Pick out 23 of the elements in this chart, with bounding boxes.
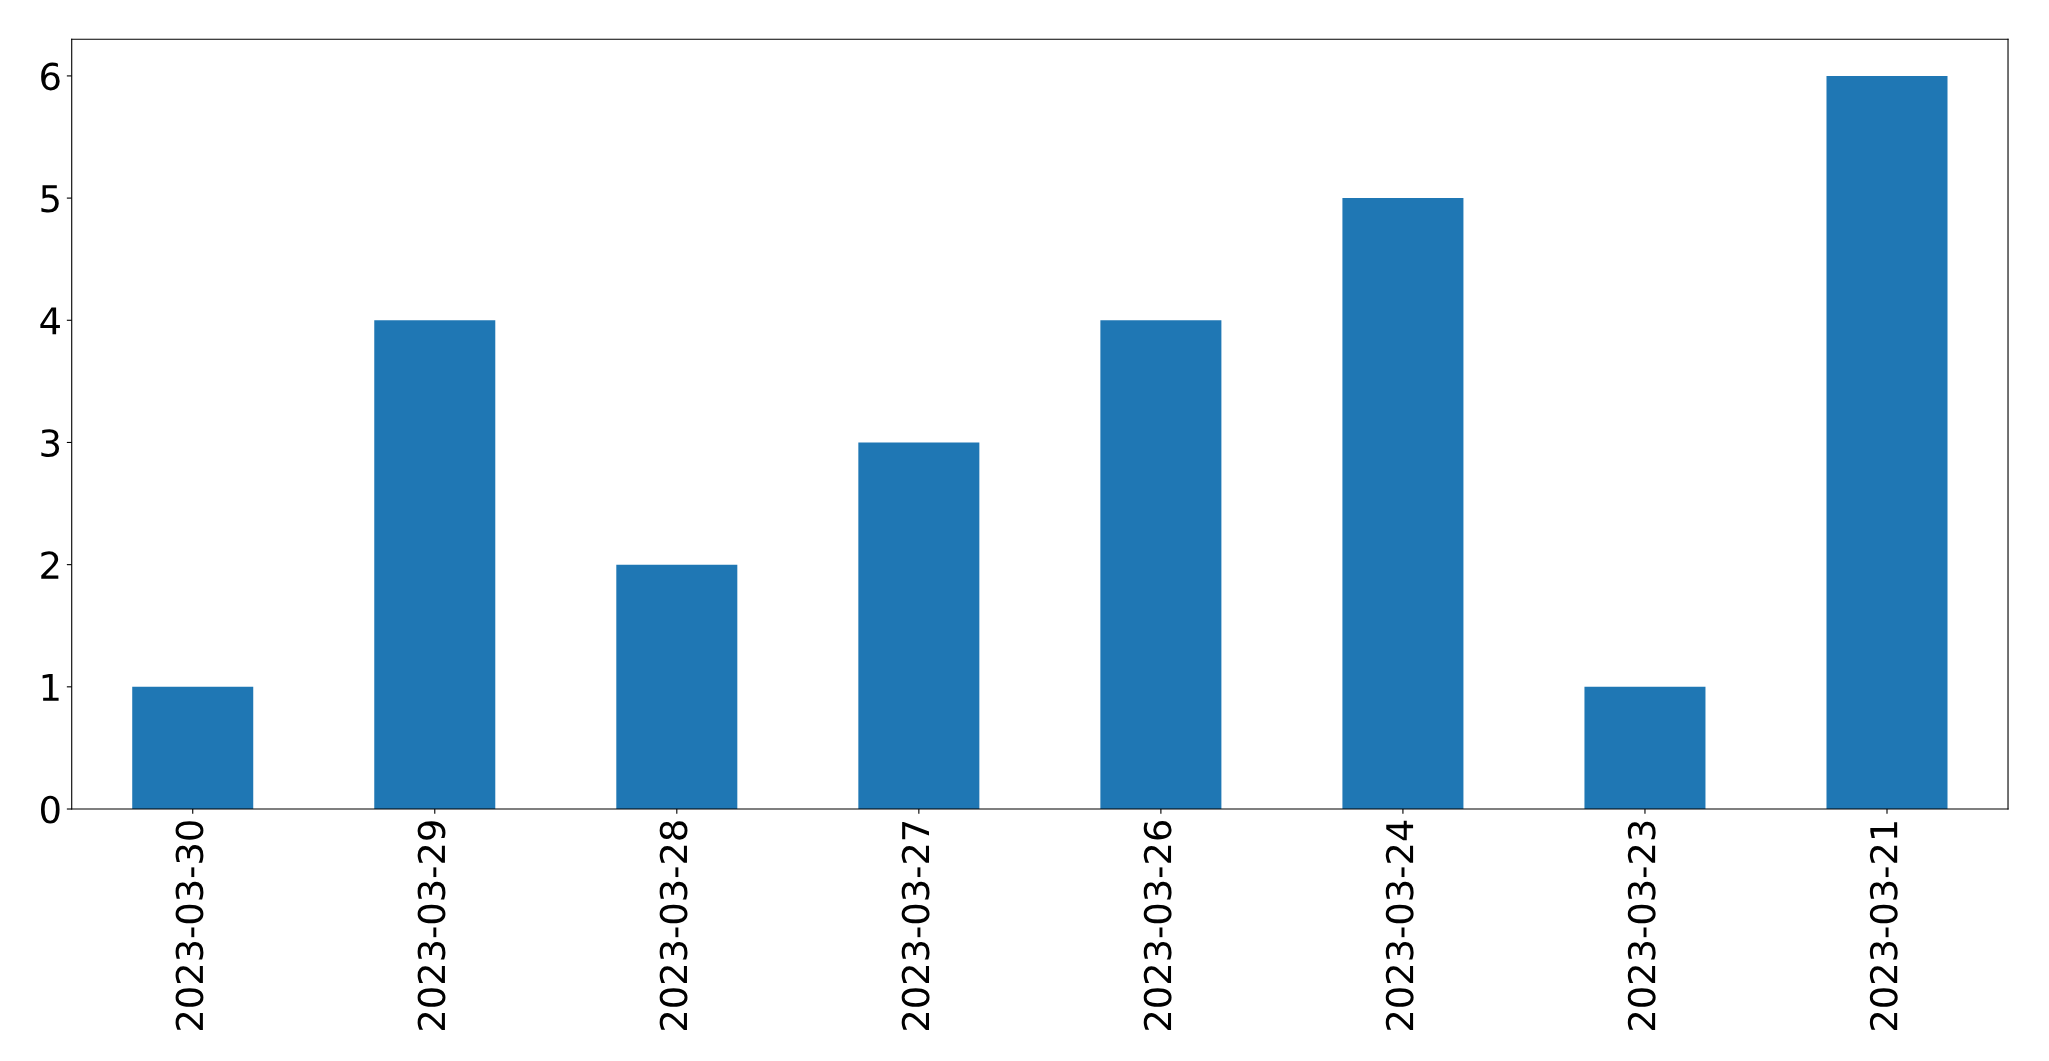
bar: [1584, 686, 1706, 810]
x-tick-label: 2023-03-28: [659, 821, 688, 1030]
bar: [1342, 198, 1464, 810]
y-tick-label: 4: [40, 307, 60, 335]
bar: [616, 564, 738, 810]
bar: [1826, 75, 1948, 810]
y-tick-label: 0: [41, 795, 60, 824]
bar: [374, 320, 496, 810]
x-tick-label: 2023-03-29: [417, 821, 446, 1030]
x-tick-label: 2023-03-30: [175, 821, 204, 1030]
x-tick-label: 2023-03-24: [1385, 820, 1414, 1030]
y-tick-label: 1: [42, 673, 59, 701]
bar: [858, 442, 980, 810]
bar: [132, 686, 254, 810]
y-tick-label: 2: [41, 551, 59, 579]
x-tick-label: 2023-03-27: [901, 821, 930, 1030]
bar: [1100, 320, 1222, 810]
y-tick-label: 5: [41, 185, 59, 213]
x-tick-label: 2023-03-26: [1143, 821, 1172, 1030]
x-tick-label: 2023-03-21: [1869, 822, 1898, 1030]
y-tick-label: 3: [41, 429, 60, 457]
y-tick-label: 6: [41, 62, 60, 91]
x-tick-label: 2023-03-23: [1627, 821, 1656, 1030]
